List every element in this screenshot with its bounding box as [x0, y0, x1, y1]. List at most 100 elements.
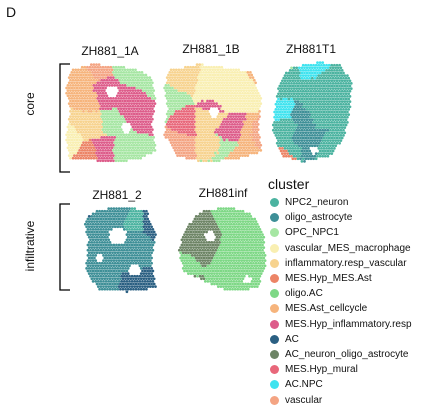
spot [135, 133, 139, 137]
spot [236, 282, 240, 286]
spot [297, 113, 301, 116]
spot [318, 123, 322, 127]
spot [226, 104, 230, 108]
spot [134, 104, 137, 108]
spot [152, 141, 156, 144]
spot [144, 73, 148, 77]
spot [95, 141, 98, 144]
spot [194, 86, 198, 90]
spot [283, 115, 287, 119]
spot [309, 74, 313, 77]
spot [143, 81, 146, 85]
spot [334, 66, 338, 70]
spot [186, 81, 190, 85]
spot [225, 86, 229, 90]
spot [149, 130, 153, 134]
spot [104, 233, 108, 236]
spot [240, 274, 244, 278]
spot [113, 277, 117, 281]
spot [338, 126, 341, 129]
spot [227, 254, 231, 257]
spot [206, 110, 209, 113]
spot [130, 222, 134, 226]
spot [127, 133, 131, 137]
spot [148, 91, 152, 95]
spot [138, 259, 142, 262]
spot [212, 71, 216, 74]
spot [197, 230, 201, 234]
spot [91, 117, 94, 121]
spot [227, 207, 231, 210]
spot [143, 86, 146, 90]
spot [176, 154, 179, 157]
spot [121, 277, 125, 281]
spot [233, 71, 237, 74]
spot [94, 217, 98, 221]
spot [223, 138, 226, 142]
spot [322, 147, 326, 150]
spot [132, 277, 135, 281]
spot [193, 254, 197, 257]
spot [239, 256, 242, 260]
spot [309, 100, 313, 103]
spot [290, 102, 293, 106]
spot [261, 248, 264, 252]
spot [290, 134, 293, 137]
spot [151, 285, 155, 288]
spot [152, 94, 156, 98]
spot [322, 110, 326, 114]
spot [200, 68, 204, 72]
spot [207, 241, 211, 244]
spot [126, 94, 130, 98]
spot [250, 120, 254, 124]
spot [191, 117, 195, 121]
spot [93, 102, 97, 105]
spot [207, 272, 211, 275]
spot [340, 126, 344, 129]
spot [82, 146, 85, 150]
spot [290, 97, 293, 101]
spot [296, 136, 300, 140]
spot [296, 115, 300, 119]
spot [196, 259, 199, 262]
spot [125, 290, 129, 294]
spot [117, 154, 120, 157]
spot [232, 115, 235, 118]
spot [287, 113, 291, 116]
spot [207, 261, 211, 265]
spot [117, 285, 121, 288]
spot [141, 73, 145, 77]
spot [210, 97, 213, 100]
spot [143, 123, 146, 126]
spot [211, 141, 215, 144]
spot [100, 272, 104, 275]
spot [126, 251, 130, 255]
spot [252, 267, 255, 270]
spot [70, 112, 74, 116]
spot [93, 97, 97, 100]
spot [148, 254, 152, 257]
spot [100, 230, 104, 234]
spot [79, 136, 83, 139]
spot [204, 71, 208, 74]
spot [190, 125, 194, 129]
spot [91, 233, 95, 236]
spot [117, 107, 120, 111]
spot [207, 86, 211, 90]
spot [89, 238, 92, 242]
spot [225, 91, 229, 95]
spot [117, 138, 120, 142]
spot [190, 73, 194, 77]
spot [303, 71, 306, 75]
spot [304, 136, 308, 140]
spot [80, 133, 84, 137]
spot [277, 128, 280, 132]
spot [139, 99, 143, 103]
spot [198, 136, 202, 139]
spot [80, 123, 84, 126]
spot [321, 118, 325, 122]
spot [184, 117, 187, 121]
spot [176, 71, 179, 74]
spot [245, 212, 249, 216]
spot [130, 233, 134, 236]
